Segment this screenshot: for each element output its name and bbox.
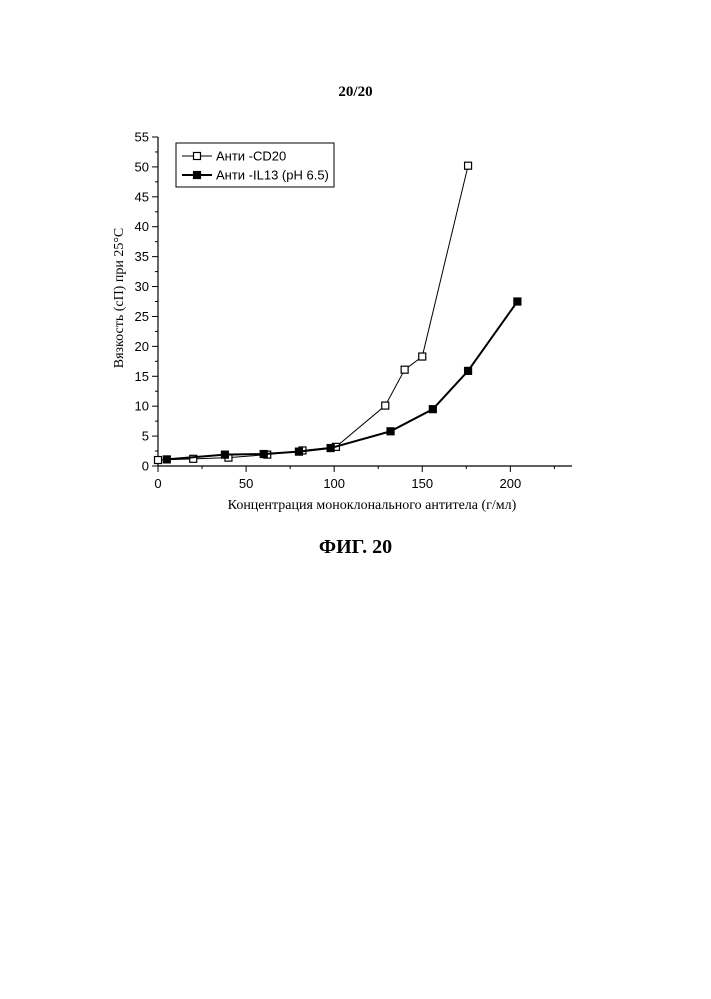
data-point [163, 456, 170, 463]
legend-marker [194, 153, 201, 160]
legend-label: Анти -CD20 [216, 149, 286, 164]
y-tick-label: 50 [135, 159, 149, 174]
x-tick-label: 150 [411, 476, 433, 491]
x-tick-label: 200 [499, 476, 521, 491]
data-point [465, 367, 472, 374]
legend-marker [194, 172, 201, 179]
y-tick-label: 20 [135, 339, 149, 354]
x-tick-label: 50 [239, 476, 253, 491]
y-tick-label: 10 [135, 399, 149, 414]
data-point [401, 366, 408, 373]
chart-legend: Анти -CD20 Анти -IL13 (pH 6.5) [176, 143, 334, 187]
y-tick-label: 40 [135, 219, 149, 234]
y-tick-label: 15 [135, 369, 149, 384]
figure-label: ФИГ. 20 [0, 536, 711, 559]
x-tick-label: 100 [323, 476, 345, 491]
chart-series [155, 162, 521, 463]
y-tick-label: 25 [135, 309, 149, 324]
data-point [260, 451, 267, 458]
y-tick-label: 45 [135, 189, 149, 204]
data-point [382, 402, 389, 409]
data-point [327, 445, 334, 452]
series-line [167, 302, 518, 460]
data-point [295, 448, 302, 455]
data-point [419, 353, 426, 360]
data-point [514, 298, 521, 305]
data-point [221, 451, 228, 458]
legend-label: Анти -IL13 (pH 6.5) [216, 168, 329, 183]
y-tick-label: 5 [142, 429, 149, 444]
y-tick-label: 35 [135, 249, 149, 264]
series-2 [163, 298, 521, 463]
x-tick-label: 0 [154, 476, 161, 491]
y-tick-label: 55 [135, 130, 149, 145]
data-point [387, 428, 394, 435]
data-point [465, 162, 472, 169]
series-1 [155, 162, 472, 463]
x-axis-label: Концентрация моноклонального антитела (г… [228, 498, 517, 513]
y-axis-label: Вязкость (сП) при 25°C [112, 228, 127, 369]
y-tick-label: 0 [142, 459, 149, 474]
data-point [429, 406, 436, 413]
data-point [155, 457, 162, 464]
y-tick-label: 30 [135, 279, 149, 294]
